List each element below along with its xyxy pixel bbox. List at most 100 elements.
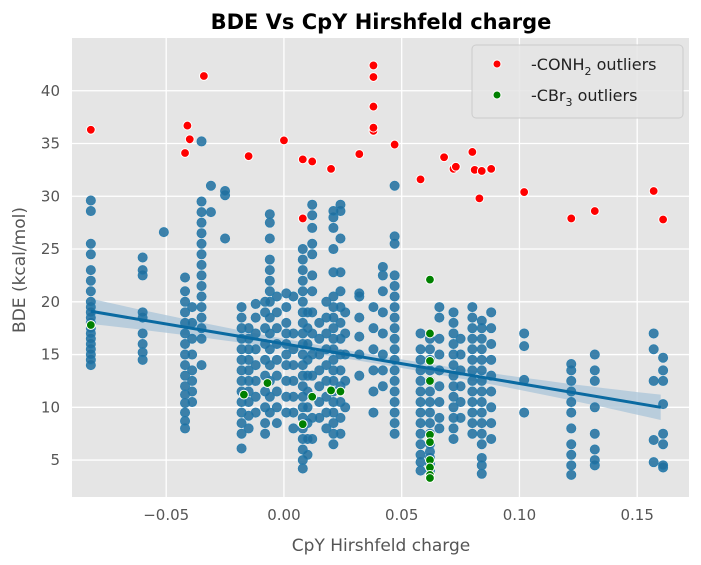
data-point [137, 265, 148, 276]
data-point [250, 344, 261, 355]
data-point [196, 207, 207, 218]
data-point [307, 199, 318, 210]
data-point [187, 302, 198, 313]
data-point [448, 402, 459, 413]
data-point [180, 272, 191, 283]
data-point [455, 412, 466, 423]
data-point [389, 428, 400, 439]
data-point [85, 286, 96, 297]
y-tick-label: 20 [41, 293, 60, 311]
data-point [288, 291, 299, 302]
cbr3-outlier-point [425, 437, 435, 448]
y-tick-label: 25 [41, 240, 60, 258]
data-point [424, 344, 435, 355]
data-point [648, 457, 659, 468]
data-point [243, 423, 254, 434]
legend-label-rest: outliers [573, 86, 638, 105]
data-point [648, 344, 659, 355]
data-point [137, 252, 148, 263]
data-point [448, 328, 459, 339]
cbr3-outlier-point [297, 419, 308, 430]
data-point [180, 286, 191, 297]
legend-label: -CONH2 outliers [531, 55, 656, 78]
cbr3-outlier-point [239, 389, 249, 400]
data-point [328, 222, 339, 233]
data-point [389, 386, 400, 397]
data-point [297, 254, 308, 265]
data-point [377, 261, 388, 272]
data-point [307, 433, 318, 444]
data-point [389, 333, 400, 344]
data-point [297, 286, 308, 297]
data-point [288, 375, 299, 386]
data-point [264, 328, 275, 339]
data-point [196, 136, 207, 147]
x-tick-label: 0.15 [620, 506, 653, 524]
data-point [335, 267, 346, 278]
legend-box [471, 44, 684, 119]
data-point [389, 280, 400, 291]
data-point [236, 312, 247, 323]
data-point [302, 402, 313, 413]
data-point [314, 365, 325, 376]
data-point [271, 291, 282, 302]
data-point [434, 312, 445, 323]
data-point [415, 328, 426, 339]
conh2-outlier-point [415, 174, 426, 185]
data-point [389, 323, 400, 334]
data-point [180, 381, 191, 392]
legend-marker [492, 59, 502, 69]
data-point [377, 328, 388, 339]
data-point [328, 312, 339, 323]
data-point [368, 365, 379, 376]
data-point [566, 469, 577, 480]
data-point [377, 286, 388, 297]
data-point [415, 465, 426, 476]
data-point [205, 180, 216, 191]
conh2-outlier-point [368, 101, 379, 112]
data-point [328, 418, 339, 429]
data-point [340, 328, 351, 339]
data-point [288, 328, 299, 339]
data-point [307, 270, 318, 281]
y-axis-label: BDE (kcal/mol) [10, 207, 30, 333]
data-point [196, 312, 207, 323]
data-point [196, 249, 207, 260]
data-point [328, 323, 339, 334]
data-point [271, 323, 282, 334]
cbr3-outlier-point [326, 385, 336, 396]
data-point [354, 370, 365, 381]
data-point [321, 360, 332, 371]
y-axis-ticks: 5 10 15 20 25 30 35 40 [41, 82, 60, 469]
data-point [85, 249, 96, 260]
data-point [314, 317, 325, 328]
data-point [335, 428, 346, 439]
data-point [187, 317, 198, 328]
data-point [187, 365, 198, 376]
y-tick-label: 40 [41, 82, 60, 100]
data-point [476, 386, 487, 397]
data-point [467, 428, 478, 439]
data-point [354, 312, 365, 323]
data-point [180, 296, 191, 307]
data-point [467, 418, 478, 429]
legend-label: -CBr3 outliers [531, 86, 637, 109]
data-point [307, 370, 318, 381]
data-point [264, 254, 275, 265]
conh2-outlier-point [354, 149, 365, 159]
data-point [377, 307, 388, 318]
data-point [566, 439, 577, 450]
data-point [236, 418, 247, 429]
data-point [288, 360, 299, 371]
data-point [467, 375, 478, 386]
data-point [297, 296, 308, 307]
data-point [589, 444, 600, 455]
data-point [180, 307, 191, 318]
data-point [288, 407, 299, 418]
data-point [389, 344, 400, 355]
legend-marker [492, 90, 502, 100]
data-point [448, 307, 459, 318]
data-point [264, 265, 275, 276]
data-point [476, 365, 487, 376]
